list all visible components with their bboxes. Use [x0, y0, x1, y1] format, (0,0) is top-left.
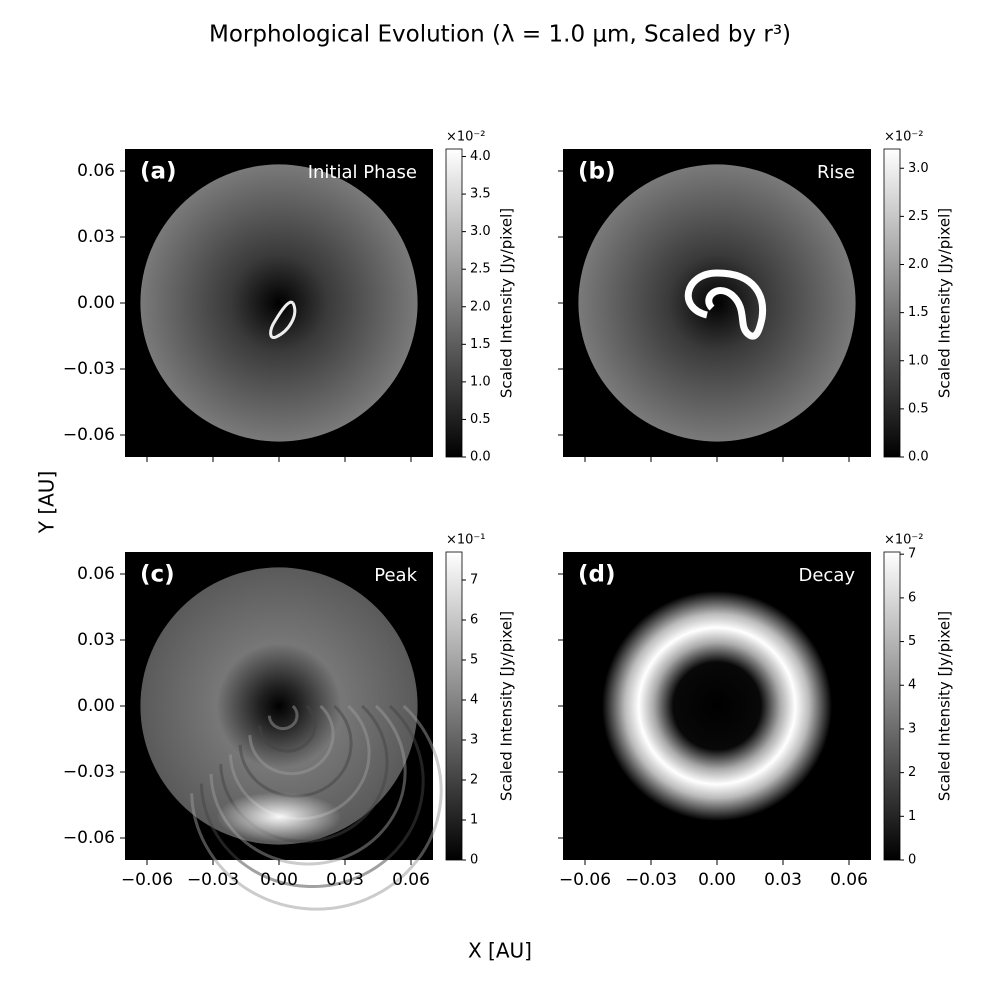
colorbar-label: Scaled Intensity [Jy/pixel]: [936, 208, 954, 398]
colorbar-tick-label: 0: [908, 853, 916, 868]
panel-title: Initial Phase: [308, 162, 417, 183]
y-tick-label: −0.06: [63, 828, 115, 848]
colorbar-tick-label: 5: [470, 653, 478, 668]
x-tick-label: 0.00: [260, 870, 298, 890]
x-tick-label: 0.03: [764, 870, 802, 890]
colorbar-tick-label: 3.0: [470, 224, 491, 239]
colorbar-tick-label: 1: [470, 813, 478, 828]
colorbar-tick-label: 3: [470, 733, 478, 748]
emission-feature: [684, 269, 767, 340]
y-tick-label: −0.03: [63, 359, 115, 379]
panel-label: (d): [578, 562, 616, 588]
ring: [601, 590, 833, 822]
x-tick-label: −0.03: [187, 870, 239, 890]
y-tick-label: −0.06: [63, 425, 115, 445]
colorbar-tick-label: 6: [908, 590, 916, 605]
colorbar-label: Scaled Intensity [Jy/pixel]: [936, 611, 954, 801]
emission-feature: [269, 300, 297, 340]
image-panel: [563, 149, 871, 457]
colorbar-tick-label: 3.5: [470, 187, 491, 202]
colorbar-scale: ×10⁻¹: [446, 533, 486, 548]
x-axis-label: X [AU]: [468, 939, 532, 963]
colorbar-tick-label: 1.5: [908, 305, 929, 320]
disk: [578, 164, 856, 442]
colorbar-tick-label: 0.5: [908, 401, 929, 416]
colorbar: [883, 148, 901, 458]
colorbar-tick-label: 2.5: [908, 209, 929, 224]
colorbar-scale: ×10⁻²: [884, 533, 924, 548]
y-tick-label: 0.06: [77, 161, 115, 181]
y-tick-label: −0.03: [63, 762, 115, 782]
texture: [248, 704, 335, 776]
panel-title: Rise: [817, 162, 855, 183]
colorbar-tick-label: 2.5: [470, 262, 491, 277]
x-tick-label: 0.03: [326, 870, 364, 890]
colorbar-tick-label: 4: [908, 678, 916, 693]
y-axis-label: Y [AU]: [35, 471, 59, 535]
colorbar-tick-label: 1: [908, 809, 916, 824]
x-tick-label: 0.06: [830, 870, 868, 890]
colorbar-tick-label: 2: [908, 765, 916, 780]
x-tick-label: 0.00: [698, 870, 736, 890]
panel-label: (a): [140, 159, 177, 185]
colorbar: [883, 551, 901, 861]
texture: [238, 704, 353, 798]
x-tick-label: −0.06: [121, 870, 173, 890]
colorbar: [445, 551, 463, 861]
colorbar-tick-label: 4.0: [470, 149, 491, 164]
image-panel: [125, 552, 443, 911]
colorbar-tick-label: 7: [908, 547, 916, 562]
colorbar-tick-label: 0: [470, 853, 478, 868]
panel-title: Decay: [798, 565, 855, 586]
panel-label: (b): [578, 159, 616, 185]
texture: [199, 704, 425, 889]
colorbar-tick-label: 0.5: [470, 412, 491, 427]
colorbar-label: Scaled Intensity [Jy/pixel]: [498, 611, 516, 801]
colorbar-tick-label: 0.0: [908, 450, 929, 465]
colorbar-tick-label: 1.0: [908, 353, 929, 368]
colorbar-tick-label: 7: [470, 573, 478, 588]
texture: [267, 704, 299, 731]
colorbar-tick-label: 1.0: [470, 374, 491, 389]
colorbar-tick-label: 0.0: [470, 450, 491, 465]
colorbar-tick-label: 1.5: [470, 337, 491, 352]
panel-label: (c): [140, 562, 175, 588]
x-tick-label: 0.06: [392, 870, 430, 890]
image-panel: [563, 552, 871, 860]
colorbar-tick-label: 5: [908, 634, 916, 649]
colorbar-tick-label: 3: [908, 721, 916, 736]
colorbar-tick-label: 6: [470, 613, 478, 628]
colorbar-scale: ×10⁻²: [884, 130, 924, 145]
colorbar-tick-label: 3.0: [908, 161, 929, 176]
y-tick-label: 0.00: [77, 293, 115, 313]
bright-region: [216, 791, 342, 842]
colorbar-tick-label: 4: [470, 693, 478, 708]
texture: [258, 704, 317, 753]
colorbar-label: Scaled Intensity [Jy/pixel]: [498, 208, 516, 398]
colorbar-tick-label: 2.0: [470, 299, 491, 314]
y-tick-label: 0.03: [77, 630, 115, 650]
texture: [190, 704, 443, 911]
x-tick-label: −0.03: [625, 870, 677, 890]
colorbar: [445, 148, 463, 458]
y-tick-label: 0.03: [77, 227, 115, 247]
disk: [140, 164, 418, 442]
colorbar-tick-label: 2.0: [908, 257, 929, 272]
x-tick-label: −0.06: [559, 870, 611, 890]
figure-title: Morphological Evolution (λ = 1.0 μm, Sca…: [209, 22, 791, 48]
colorbar-tick-label: 2: [470, 773, 478, 788]
colorbar-scale: ×10⁻²: [446, 130, 486, 145]
y-tick-label: 0.00: [77, 696, 115, 716]
y-tick-label: 0.06: [77, 564, 115, 584]
panel-title: Peak: [374, 565, 417, 586]
image-panel: [125, 149, 433, 457]
